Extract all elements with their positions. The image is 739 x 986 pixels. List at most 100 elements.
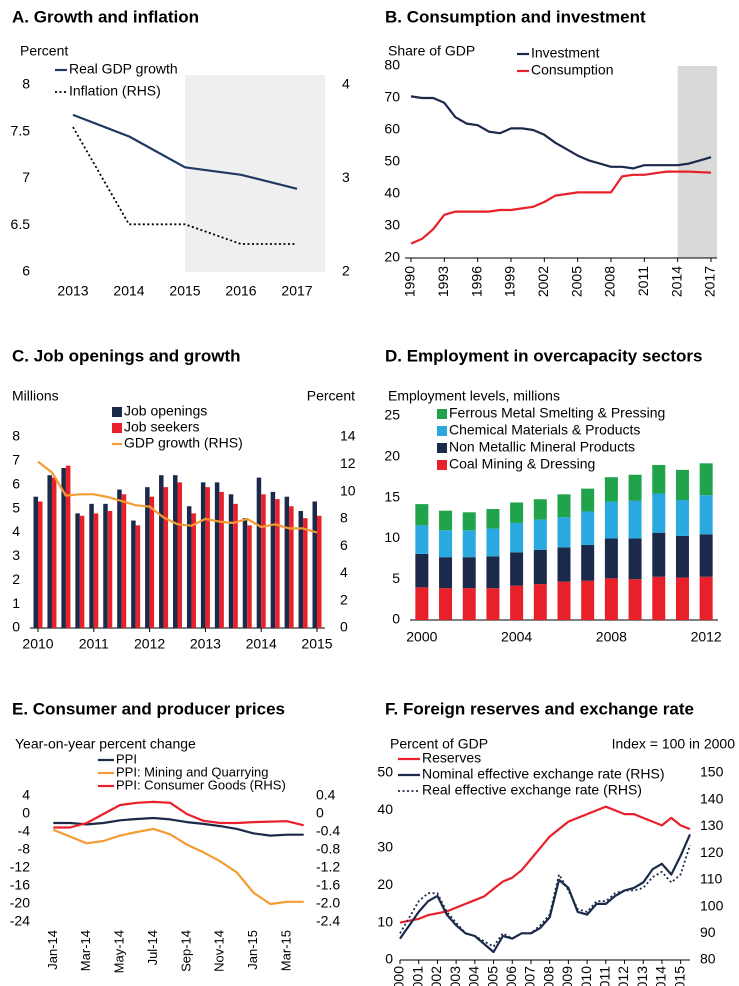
x-tick-label: 2002 [428,966,444,986]
bar [205,487,210,628]
legend-swatch [437,409,447,419]
legend-label: PPI [116,751,137,766]
y-tick-label: 25 [384,407,400,423]
bar [107,511,113,628]
y2-tick-label: 110 [700,871,723,887]
y-tick-label: 10 [377,913,393,929]
bar [219,491,224,628]
x-tick-label: 2012 [615,966,631,986]
y2-tick-label: 0 [340,619,348,635]
legend-label: Coal Mining & Dressing [449,456,595,472]
y-tick-label: 7.5 [11,122,31,138]
x-tick-label: 2010 [22,636,53,652]
bar [699,576,713,620]
x-tick-label: 2006 [503,966,519,986]
bar [247,525,252,628]
bar [581,511,595,545]
y-tick-label: 80 [384,57,400,73]
bar [533,499,547,520]
bar [303,518,308,628]
bar [117,489,122,628]
bar [89,503,94,628]
bar [121,494,127,628]
x-tick-label: 2016 [225,283,256,299]
y-tick-label: -16 [10,877,30,893]
y-tick-label: 0 [22,805,30,821]
y2-tick-label: 4 [342,76,350,92]
x-tick-label: 2015 [671,966,687,986]
bar [415,553,429,588]
bar [675,577,689,620]
y2-tick-label: 2 [342,263,350,279]
bar [298,511,304,628]
bar [462,530,476,558]
y-tick-label: 20 [384,249,400,265]
x-tick-label: 2008 [596,629,627,645]
y-tick-label: 50 [384,153,400,169]
bar [510,502,524,523]
y-tick-label: 30 [377,839,393,855]
legend-label: GDP growth (RHS) [124,435,243,451]
x-tick-label: Mar-14 [78,930,93,971]
bar [486,556,500,589]
bar [699,534,713,577]
legend-label: Ferrous Metal Smelting & Pressing [449,405,665,421]
y2-tick-label: 6 [340,537,348,553]
bar [462,557,476,589]
legend-swatch [112,423,122,433]
y-tick-label: 10 [384,529,400,545]
y-tick-label: -8 [18,841,31,857]
bar [652,464,666,494]
y2-tick-label: 0 [316,805,324,821]
bar [173,475,178,628]
y-axis-label: Share of GDP [388,43,475,59]
bar [557,494,571,518]
y-tick-label: 15 [384,488,400,504]
bar [51,477,57,628]
bar [581,544,595,581]
bar [675,469,689,501]
y-tick-label: 6.5 [11,216,31,232]
x-tick-label: 2017 [281,283,312,299]
y2-axis-label: Index = 100 in 2000 [612,736,736,752]
bar [47,475,52,628]
bar [75,513,80,628]
bar [79,515,85,628]
bar [439,510,453,531]
x-tick-label: 2012 [691,629,722,645]
y-tick-label: -24 [10,913,30,929]
panel-title: C. Job openings and growth [12,346,241,365]
series-line [410,170,712,245]
legend-label: Job seekers [124,419,199,435]
bar [486,509,500,529]
bar [486,528,500,557]
y2-tick-label: 120 [700,844,724,860]
y-axis-label: Employment levels, millions [388,388,560,404]
bar [214,482,220,628]
bar [462,588,476,620]
series-line [410,95,712,170]
panel-title: D. Employment in overcapacity sectors [385,346,702,365]
bar [533,584,547,620]
series-line [53,800,304,829]
y-tick-label: 4 [22,787,30,803]
y-tick-label: 0 [12,619,20,635]
x-tick-label: 2005 [568,266,584,297]
forecast-shade [185,75,325,272]
bar [131,520,136,628]
legend-swatch [437,460,447,470]
x-tick-label: 2014 [653,966,669,986]
panel-title: E. Consumer and producer prices [12,699,285,718]
bar [510,522,524,553]
y2-tick-label: 2 [340,591,348,607]
legend-label: Inflation (RHS) [69,83,161,99]
x-tick-label: 2014 [113,283,144,299]
bar [145,487,150,628]
x-tick-label: Mar-15 [278,930,293,971]
y2-tick-label: -0.8 [316,841,340,857]
bar [275,499,280,628]
bar [415,504,429,526]
legend-label: PPI: Consumer Goods (RHS) [116,777,286,792]
